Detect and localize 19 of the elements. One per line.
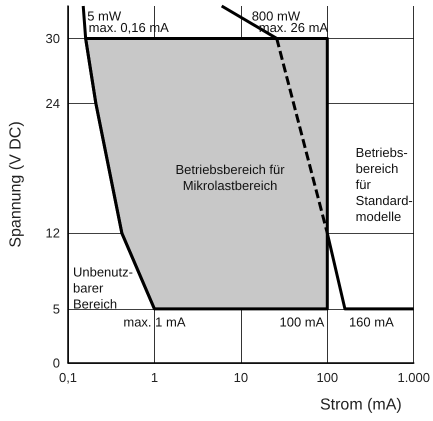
x-tick-label: 100 [316, 370, 338, 385]
annotation: Betriebs- bereich für Standard- modelle [356, 145, 413, 224]
annotation: 160 mA [348, 314, 394, 330]
x-tick-label: 1.000 [397, 370, 430, 385]
annotation: 5 mW [87, 8, 122, 24]
annotation: max. 1 mA [123, 314, 186, 330]
y-axis-title: Spannung (V DC) [8, 121, 24, 248]
x-tick-label: 1 [150, 370, 158, 385]
y-tick-label: 5 [52, 301, 60, 316]
annotation: 800 mW [252, 8, 301, 24]
y-tick-label: 12 [46, 226, 60, 241]
annotation: 100 mA [279, 314, 325, 330]
x-tick-label: 10 [234, 370, 248, 385]
y-tick-label: 30 [46, 30, 60, 46]
y-tick-label: 0 [52, 356, 60, 370]
y-tick-label: 24 [46, 96, 60, 111]
x-axis-title: Strom (mA) [320, 396, 402, 414]
annotation: Betriebsbereich für Mikrolastbereich [175, 162, 286, 193]
x-tick-label: 0,1 [58, 370, 78, 385]
